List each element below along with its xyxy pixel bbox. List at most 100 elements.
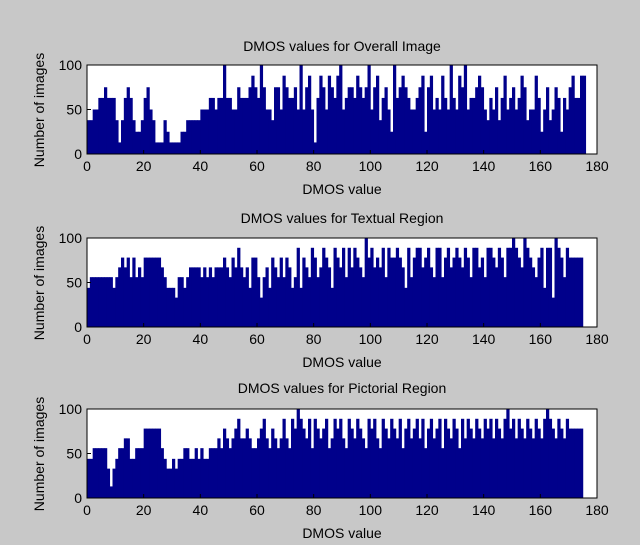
bar bbox=[418, 87, 422, 154]
bar bbox=[245, 428, 249, 498]
bar bbox=[557, 418, 561, 498]
bar bbox=[458, 75, 462, 154]
bar bbox=[407, 97, 411, 154]
bar bbox=[458, 448, 462, 498]
bar bbox=[316, 277, 320, 327]
bar bbox=[183, 448, 187, 498]
bar bbox=[364, 238, 368, 327]
bar bbox=[322, 87, 326, 154]
bar bbox=[129, 97, 133, 154]
bar bbox=[251, 257, 255, 327]
bar bbox=[336, 428, 340, 498]
bar bbox=[166, 468, 170, 498]
bar bbox=[330, 287, 334, 327]
bar bbox=[444, 97, 448, 154]
bar bbox=[500, 257, 504, 327]
bar bbox=[381, 247, 385, 327]
bar bbox=[520, 75, 524, 154]
x-tick-label: 180 bbox=[585, 158, 609, 174]
bar bbox=[418, 438, 422, 498]
bar bbox=[475, 418, 479, 498]
bar bbox=[395, 247, 400, 327]
bar bbox=[254, 448, 258, 498]
bar bbox=[160, 142, 164, 154]
x-tick-label: 60 bbox=[249, 158, 265, 174]
bar bbox=[126, 257, 130, 327]
x-tick-label: 40 bbox=[193, 158, 209, 174]
bar bbox=[546, 409, 550, 498]
bar bbox=[497, 120, 502, 154]
bar bbox=[248, 438, 252, 498]
bar bbox=[452, 418, 456, 498]
bar bbox=[254, 87, 258, 154]
bar bbox=[540, 131, 544, 154]
bar bbox=[313, 257, 317, 327]
bar bbox=[330, 438, 334, 498]
chart-title: DMOS values for Textual Region bbox=[241, 210, 444, 226]
bar bbox=[104, 448, 108, 498]
y-axis-label: Number of images bbox=[31, 53, 47, 167]
bar bbox=[172, 458, 176, 498]
bar bbox=[370, 428, 374, 498]
bar bbox=[421, 418, 425, 498]
bar bbox=[378, 120, 383, 154]
x-tick-label: 120 bbox=[415, 158, 439, 174]
bar bbox=[200, 448, 204, 498]
bar bbox=[393, 65, 397, 154]
bar bbox=[466, 109, 470, 154]
bar bbox=[191, 267, 196, 327]
x-tick-label: 160 bbox=[529, 158, 553, 174]
y-tick-labels: 0 50 100 bbox=[59, 230, 91, 335]
bar bbox=[291, 287, 295, 327]
x-tick-label: 160 bbox=[529, 331, 553, 347]
x-tick-label: 180 bbox=[585, 331, 609, 347]
bar bbox=[203, 267, 207, 327]
bar bbox=[299, 65, 303, 154]
bar bbox=[336, 257, 340, 327]
bar bbox=[574, 97, 578, 154]
bar bbox=[432, 109, 436, 154]
bar bbox=[316, 97, 320, 154]
bar bbox=[367, 257, 371, 327]
bar bbox=[163, 458, 167, 498]
bar bbox=[149, 257, 153, 327]
bar bbox=[106, 97, 111, 154]
bar bbox=[480, 438, 485, 498]
x-tick-label: 180 bbox=[585, 502, 609, 518]
bar bbox=[347, 418, 351, 498]
x-tick-label: 120 bbox=[415, 331, 439, 347]
bar bbox=[302, 109, 306, 154]
bar bbox=[543, 418, 547, 498]
bar bbox=[427, 428, 431, 498]
x-tick-label: 100 bbox=[359, 502, 383, 518]
bar bbox=[483, 109, 487, 154]
bar bbox=[376, 257, 380, 327]
bar bbox=[240, 438, 244, 498]
bar bbox=[140, 120, 145, 154]
bar bbox=[197, 267, 201, 327]
bar bbox=[381, 418, 385, 498]
bar bbox=[186, 448, 190, 498]
bar bbox=[393, 428, 397, 498]
bar bbox=[333, 97, 337, 154]
bar bbox=[580, 257, 584, 327]
x-tick-label: 100 bbox=[359, 331, 383, 347]
bar bbox=[98, 448, 102, 498]
x-tick-label: 160 bbox=[529, 502, 553, 518]
bar bbox=[461, 87, 465, 154]
bar bbox=[356, 257, 360, 327]
bar bbox=[234, 428, 238, 498]
bar bbox=[174, 297, 179, 327]
bar bbox=[387, 109, 391, 154]
bar bbox=[492, 109, 496, 154]
bar bbox=[265, 267, 269, 327]
bar bbox=[424, 131, 428, 154]
x-tick-label: 140 bbox=[472, 502, 496, 518]
bar bbox=[211, 277, 215, 327]
bar bbox=[441, 75, 445, 154]
bar bbox=[560, 257, 564, 327]
bar bbox=[262, 87, 266, 154]
bar bbox=[225, 97, 230, 154]
subplot-pictorial: DMOS values for Pictorial Region 0 20 40 60… bbox=[31, 380, 609, 541]
